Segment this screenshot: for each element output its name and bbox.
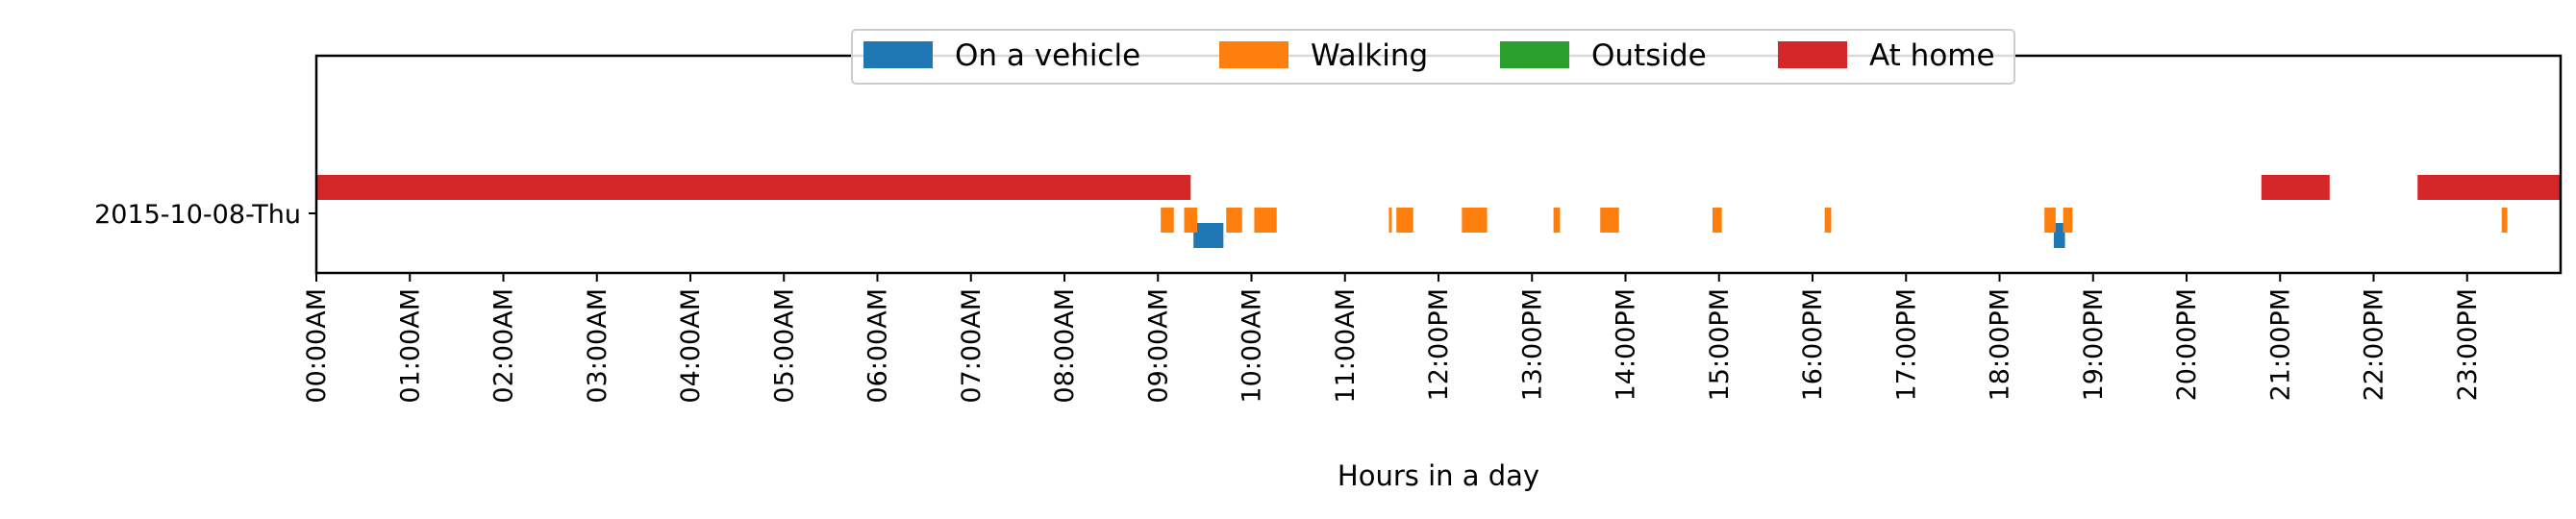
bar-at-home-1 <box>2261 175 2330 200</box>
bar-walking-5 <box>1396 208 1413 233</box>
x-tick-label: 20:00PM <box>2172 288 2202 401</box>
bar-walking-9 <box>1712 208 1722 233</box>
bar-on-a-vehicle-0 <box>1193 223 1224 248</box>
bar-on-a-vehicle-1 <box>2053 223 2065 248</box>
legend-label: Outside <box>1591 38 1707 73</box>
bar-at-home-2 <box>2417 175 2561 200</box>
x-tick-label: 10:00AM <box>1238 288 1267 404</box>
bar-walking-12 <box>2063 208 2073 233</box>
bar-walking-11 <box>2044 208 2056 233</box>
x-axis: 00:00AM 01:00AM 02:00AM 03:00AM 04:00AM 05:00… <box>302 273 2483 404</box>
x-tick-label: 03:00AM <box>583 288 613 404</box>
x-tick-label: 22:00PM <box>2360 288 2389 401</box>
bar-walking-10 <box>1824 208 1832 233</box>
x-tick-label: 21:00PM <box>2265 288 2295 401</box>
legend-swatch <box>1500 41 1569 68</box>
x-tick-label: 09:00AM <box>1143 288 1173 404</box>
x-tick-label: 18:00PM <box>1986 288 2015 401</box>
bar-walking-3 <box>1254 208 1277 233</box>
legend-swatch <box>1778 41 1847 68</box>
bar-walking-8 <box>1600 208 1619 233</box>
plot-frame <box>314 54 2563 275</box>
x-tick-label: 17:00PM <box>1891 288 1921 401</box>
bar-walking-13 <box>2501 208 2508 233</box>
x-axis-label: Hours in a day <box>1338 459 1539 492</box>
legend: On a vehicle Walking Outside At home <box>851 29 2015 85</box>
x-tick-label: 14:00PM <box>1612 288 1641 401</box>
bar-walking-1 <box>1184 208 1198 233</box>
x-tick-label: 15:00PM <box>1705 288 1735 401</box>
x-tick-label: 16:00PM <box>1798 288 1828 401</box>
bar-walking-0 <box>1161 208 1174 233</box>
x-tick-label: 08:00AM <box>1050 288 1080 404</box>
x-tick-label: 00:00AM <box>302 288 332 404</box>
x-tick-label: 19:00PM <box>2079 288 2109 401</box>
legend-box <box>851 29 2015 85</box>
legend-label: On a vehicle <box>955 38 1140 73</box>
x-tick-label: 04:00AM <box>676 288 706 404</box>
x-tick-label: 07:00AM <box>957 288 987 404</box>
bar-walking-2 <box>1226 208 1242 233</box>
bar-walking-7 <box>1553 208 1561 233</box>
bar-walking-4 <box>1388 208 1392 233</box>
y-axis: 2015-10-08-Thu <box>94 200 316 230</box>
x-tick-label: 12:00PM <box>1424 288 1454 401</box>
x-tick-label: 13:00PM <box>1517 288 1547 401</box>
y-tick-label: 2015-10-08-Thu <box>94 200 301 230</box>
x-tick-label: 06:00AM <box>863 288 893 404</box>
legend-swatch <box>863 41 933 68</box>
bar-walking-6 <box>1462 208 1488 233</box>
bar-at-home-0 <box>316 175 1191 200</box>
x-tick-label: 11:00AM <box>1331 288 1361 404</box>
x-tick-label: 23:00PM <box>2453 288 2483 401</box>
x-tick-label: 01:00AM <box>395 288 425 404</box>
x-tick-label: 02:00AM <box>489 288 519 404</box>
x-tick-label: 05:00AM <box>769 288 799 404</box>
legend-label: At home <box>1869 38 1995 73</box>
legend-swatch <box>1219 41 1288 68</box>
legend-label: Walking <box>1311 38 1428 73</box>
bars-layer <box>316 175 2561 248</box>
